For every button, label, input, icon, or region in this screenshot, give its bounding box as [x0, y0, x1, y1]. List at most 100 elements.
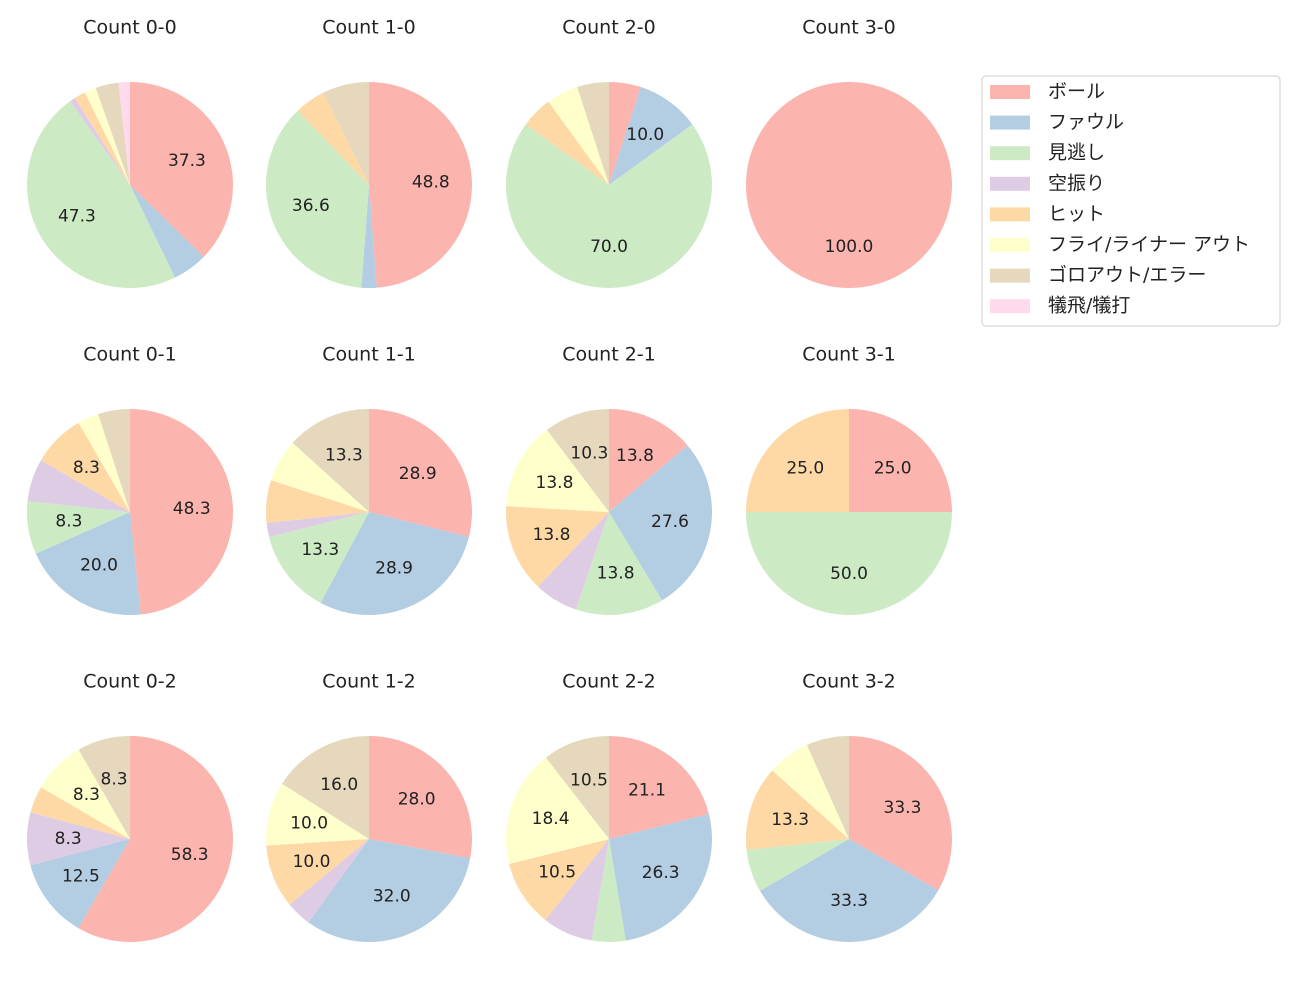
slice-label: 32.0 — [373, 886, 411, 906]
pie-slice — [282, 736, 369, 839]
pie-slice — [40, 749, 130, 839]
chart-title: Count 0-2 — [83, 671, 177, 693]
slice-label: 10.0 — [290, 814, 328, 834]
legend-label: ボール — [1048, 81, 1105, 103]
pie-slice — [130, 82, 234, 257]
legend-swatch — [990, 115, 1030, 130]
legend-swatch — [990, 85, 1030, 99]
pie-slice — [74, 92, 130, 185]
legend-swatch — [990, 146, 1030, 161]
slice-label: 8.3 — [73, 458, 100, 478]
pie-slice — [266, 783, 369, 846]
pie-slice — [760, 839, 939, 942]
pie-slice — [271, 442, 369, 512]
pie-slice — [308, 839, 471, 942]
legend-label: ゴロアウト/エラー — [1048, 264, 1206, 286]
pie-slice — [506, 429, 609, 512]
pie-slice — [746, 770, 849, 850]
slice-label: 10.0 — [626, 125, 664, 145]
pie-slice — [78, 736, 234, 942]
pie-slice — [323, 82, 369, 185]
legend-swatch — [990, 268, 1030, 283]
pie-slice — [538, 512, 609, 610]
chart-title: Count 2-1 — [562, 344, 656, 366]
slice-label: 25.0 — [874, 458, 912, 478]
pie-slice — [505, 757, 609, 864]
slice-label: 100.0 — [825, 237, 874, 257]
pie-slice — [746, 409, 849, 512]
slice-label: 33.3 — [884, 798, 922, 818]
slice-label: 21.1 — [628, 780, 666, 800]
pie-slice — [609, 445, 712, 601]
pie-slice — [26, 812, 130, 866]
pie-slice — [509, 839, 609, 920]
pie-slice — [772, 744, 849, 839]
pie-slice — [545, 736, 609, 839]
pie-slice — [320, 512, 469, 615]
pie-slice — [78, 736, 130, 839]
pie-slice — [266, 512, 369, 537]
chart-title: Count 1-1 — [322, 344, 416, 366]
pie-slice — [289, 839, 369, 923]
slice-label: 18.4 — [532, 809, 570, 829]
pie-slice — [369, 409, 472, 537]
chart-title: Count 1-2 — [322, 671, 416, 693]
pie-slice — [548, 87, 609, 185]
slice-label: 47.3 — [58, 207, 96, 227]
pie-slice — [27, 460, 130, 512]
slice-label: 28.0 — [398, 790, 436, 810]
chart-title: Count 3-1 — [802, 344, 896, 366]
pie-slice — [746, 82, 952, 288]
slice-label: 27.6 — [651, 512, 689, 532]
legend-box — [981, 75, 1281, 327]
pie-slice — [506, 506, 609, 587]
pie-slice — [746, 839, 849, 891]
pie-slice — [30, 839, 131, 929]
slice-label: 28.9 — [375, 558, 413, 578]
pie-slice — [525, 101, 609, 185]
legend-swatch — [990, 207, 1030, 222]
pie-slice — [575, 512, 662, 615]
pie-slice — [546, 409, 609, 512]
legend-label: フライ/ライナー アウト — [1048, 234, 1250, 256]
legend-swatch — [990, 176, 1030, 191]
pie-slice — [746, 512, 952, 615]
legend-label: ヒット — [1048, 203, 1105, 225]
pie-slice — [40, 422, 130, 512]
pie-slice — [266, 839, 369, 905]
chart-title: Count 1-0 — [322, 17, 416, 39]
pie-slice — [297, 92, 369, 185]
pie-slice — [361, 185, 377, 288]
pie-slice — [609, 82, 641, 185]
slice-label: 8.3 — [55, 829, 82, 849]
pie-slice — [292, 409, 369, 512]
pie-slice — [609, 409, 688, 512]
pie-slice — [269, 512, 369, 603]
slice-label: 70.0 — [590, 237, 628, 257]
pie-slice — [577, 82, 609, 185]
legend-swatch — [990, 238, 1030, 252]
pie-slice — [30, 787, 131, 839]
slice-label: 36.6 — [292, 196, 330, 216]
slice-label: 26.3 — [642, 863, 680, 883]
pie-slice — [806, 736, 849, 839]
pie-slice — [130, 409, 233, 615]
pie-slice — [506, 124, 712, 289]
pie-slice — [78, 414, 130, 512]
pie-slice — [35, 512, 141, 615]
chart-title: Count 0-0 — [83, 17, 177, 39]
slice-label: 25.0 — [786, 458, 824, 478]
slice-label: 37.3 — [168, 151, 206, 171]
pie-slice — [84, 87, 130, 185]
pie-slice — [849, 736, 952, 891]
slice-label: 12.5 — [62, 867, 100, 887]
pie-slice — [369, 82, 472, 288]
legend-label: 空振り — [1048, 172, 1105, 194]
pie-slice — [118, 82, 130, 185]
pie-slice — [27, 501, 131, 554]
legend-label: ファウル — [1048, 111, 1124, 133]
pie-slice — [98, 409, 130, 512]
chart-title: Count 2-2 — [562, 671, 656, 693]
slice-label: 48.8 — [412, 173, 450, 193]
